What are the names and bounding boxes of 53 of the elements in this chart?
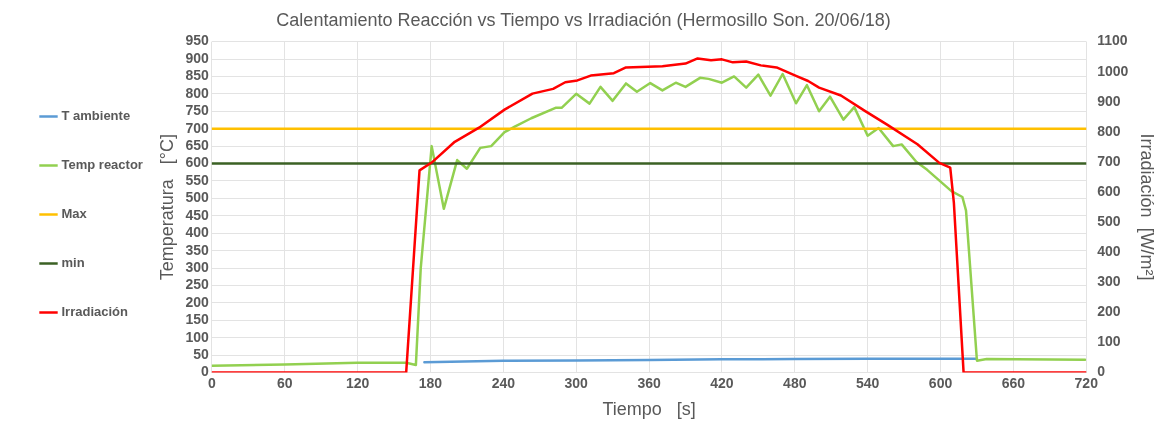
legend-label: T ambiente xyxy=(61,108,131,124)
y-tick-label: 150 xyxy=(185,311,210,328)
x-axis-title: Tiempo [s] xyxy=(602,399,696,420)
chart-title: Calentamiento Reacción vs Tiempo vs Irradiación (Hermosillo Son. 20/06/18) xyxy=(276,9,891,30)
y2-tick-label: 100 xyxy=(1097,333,1121,350)
y-tick-label: 200 xyxy=(185,293,210,310)
y-tick-label: 600 xyxy=(185,154,210,171)
y-tick-label: 750 xyxy=(185,102,210,119)
y-tick-label: 700 xyxy=(185,119,210,136)
y-tick-label: 500 xyxy=(185,189,210,206)
y-tick-label: 850 xyxy=(185,67,210,84)
y-tick-label: 350 xyxy=(185,241,210,258)
y2-tick-label: 300 xyxy=(1097,273,1121,290)
y-tick-label: 650 xyxy=(185,136,210,153)
legend-label: Irradiación xyxy=(61,304,129,320)
y-tick-label: 900 xyxy=(185,49,210,66)
x-tick-label: 120 xyxy=(345,374,370,391)
x-tick-label: 420 xyxy=(710,374,734,391)
y-tick-label: 250 xyxy=(185,276,210,293)
x-tick-label: 540 xyxy=(855,374,880,391)
y2-tick-label: 500 xyxy=(1097,213,1121,229)
x-tick-label: 60 xyxy=(276,374,293,391)
y-tick-label: 450 xyxy=(185,206,210,223)
y-tick-label: 950 xyxy=(185,32,210,49)
y-tick-label: 550 xyxy=(185,171,210,188)
x-tick-label: 240 xyxy=(491,374,516,391)
y-tick-label: 400 xyxy=(185,224,210,241)
legend-label: min xyxy=(61,255,85,271)
y2-tick-label: 400 xyxy=(1097,243,1121,260)
y2-tick-label: 900 xyxy=(1097,92,1121,109)
x-tick-label: 660 xyxy=(1001,374,1026,391)
x-tick-label: 600 xyxy=(928,374,953,391)
y2-tick-label: 1000 xyxy=(1097,62,1129,79)
x-tick-label: 180 xyxy=(418,374,443,391)
y2-tick-label: 700 xyxy=(1097,152,1121,169)
y2-tick-label: 1100 xyxy=(1097,32,1128,49)
y2-tick-label: 800 xyxy=(1097,122,1121,139)
y2-axis-title: Irradiación [W/m²] xyxy=(1137,133,1158,281)
y-axis-title: Temperatura [°C] xyxy=(156,133,177,281)
x-tick-label: 720 xyxy=(1074,374,1099,391)
y-tick-label: 800 xyxy=(185,84,210,101)
y-tick-label: 100 xyxy=(185,328,210,345)
y2-tick-label: 600 xyxy=(1097,182,1121,199)
x-tick-label: 300 xyxy=(564,374,589,391)
y-tick-label: 0 xyxy=(201,363,210,380)
y-tick-label: 300 xyxy=(185,258,210,275)
legend-label: Temp reactor xyxy=(61,157,143,173)
y2-tick-label: 0 xyxy=(1097,363,1106,380)
y-tick-label: 50 xyxy=(193,346,210,363)
y2-tick-label: 200 xyxy=(1097,303,1121,320)
legend-label: Max xyxy=(61,206,88,222)
x-tick-label: 480 xyxy=(783,374,807,391)
x-tick-label: 360 xyxy=(637,374,661,391)
